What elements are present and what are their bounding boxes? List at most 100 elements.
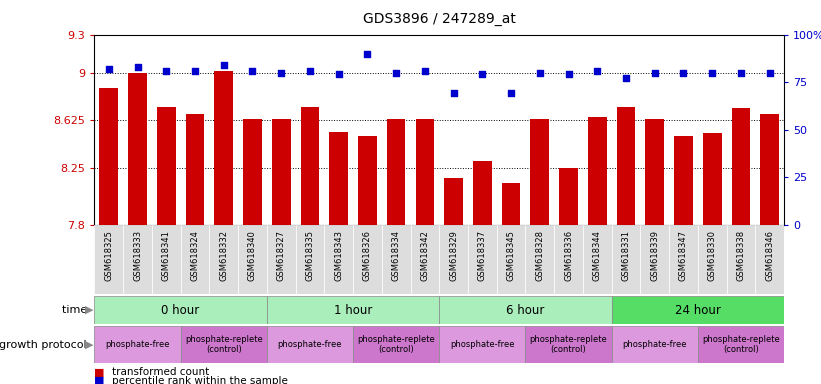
Bar	[99, 88, 118, 225]
Point	[390, 70, 403, 76]
Text: GSM618333: GSM618333	[133, 230, 142, 281]
Text: GSM618324: GSM618324	[190, 230, 200, 281]
Text: phosphate-replete
(control): phosphate-replete (control)	[702, 335, 780, 354]
Bar	[181, 225, 209, 294]
Point	[333, 71, 346, 78]
Bar	[353, 225, 382, 294]
Point	[274, 70, 288, 76]
Text: GSM618332: GSM618332	[219, 230, 228, 281]
Bar	[583, 225, 612, 294]
Bar	[94, 326, 181, 363]
Bar	[502, 183, 521, 225]
Bar	[732, 108, 750, 225]
Text: ■: ■	[94, 376, 108, 384]
Text: phosphate-free: phosphate-free	[277, 340, 342, 349]
Bar	[267, 326, 353, 363]
Text: GSM618343: GSM618343	[334, 230, 343, 281]
Bar	[382, 225, 410, 294]
Point	[620, 75, 633, 81]
Bar	[267, 225, 296, 294]
Text: percentile rank within the sample: percentile rank within the sample	[112, 376, 288, 384]
Text: GDS3896 / 247289_at: GDS3896 / 247289_at	[363, 12, 516, 25]
Bar	[669, 225, 698, 294]
Text: phosphate-replete
(control): phosphate-replete (control)	[530, 335, 608, 354]
Text: GSM618342: GSM618342	[420, 230, 429, 281]
Bar	[727, 225, 755, 294]
Bar	[755, 225, 784, 294]
Bar	[300, 107, 319, 225]
Text: GSM618329: GSM618329	[449, 230, 458, 281]
Bar	[439, 225, 468, 294]
Point	[591, 68, 604, 74]
Bar	[238, 225, 267, 294]
Bar	[243, 119, 262, 225]
Text: GSM618341: GSM618341	[162, 230, 171, 281]
Point	[419, 68, 432, 74]
Bar	[296, 225, 324, 294]
Text: phosphate-free: phosphate-free	[450, 340, 515, 349]
Point	[476, 71, 489, 78]
Text: GSM618340: GSM618340	[248, 230, 257, 281]
Text: phosphate-free: phosphate-free	[622, 340, 687, 349]
Point	[504, 90, 518, 96]
Point	[649, 70, 662, 76]
Point	[735, 70, 748, 76]
Bar	[128, 73, 147, 225]
Bar	[324, 225, 353, 294]
Point	[706, 70, 719, 76]
Text: GSM618327: GSM618327	[277, 230, 286, 281]
Bar	[525, 326, 612, 363]
Point	[131, 64, 144, 70]
Text: transformed count: transformed count	[112, 367, 209, 377]
Bar	[358, 136, 377, 225]
Point	[304, 68, 317, 74]
Bar	[559, 168, 578, 225]
Point	[218, 62, 231, 68]
Bar	[612, 225, 640, 294]
Bar	[410, 225, 439, 294]
Bar	[181, 326, 267, 363]
Text: GSM618339: GSM618339	[650, 230, 659, 281]
Bar	[698, 225, 727, 294]
Text: GSM618335: GSM618335	[305, 230, 314, 281]
Point	[160, 68, 173, 74]
Text: GSM618326: GSM618326	[363, 230, 372, 281]
Point	[562, 71, 576, 78]
Text: GSM618334: GSM618334	[392, 230, 401, 281]
Text: 1 hour: 1 hour	[334, 304, 372, 316]
Bar	[468, 225, 497, 294]
Text: phosphate-free: phosphate-free	[105, 340, 170, 349]
Bar	[617, 107, 635, 225]
Point	[447, 90, 461, 96]
Text: 0 hour: 0 hour	[162, 304, 200, 316]
Text: ■: ■	[94, 367, 108, 377]
Text: ▶: ▶	[85, 339, 94, 350]
Bar	[698, 326, 784, 363]
Bar	[760, 114, 779, 225]
Point	[534, 70, 547, 76]
Bar	[703, 133, 722, 225]
Text: GSM618325: GSM618325	[104, 230, 113, 281]
Bar	[554, 225, 583, 294]
Bar	[588, 117, 607, 225]
Bar	[186, 114, 204, 225]
Point	[764, 70, 777, 76]
Bar	[415, 119, 434, 225]
Bar	[94, 225, 123, 294]
Text: GSM618344: GSM618344	[593, 230, 602, 281]
Bar	[123, 225, 152, 294]
Bar	[439, 296, 612, 324]
Bar	[272, 119, 291, 225]
Text: time: time	[62, 305, 90, 315]
Bar	[444, 178, 463, 225]
Bar	[645, 119, 664, 225]
Bar	[353, 326, 439, 363]
Text: ▶: ▶	[85, 305, 94, 315]
Bar	[329, 132, 348, 225]
Bar	[267, 296, 439, 324]
Text: 24 hour: 24 hour	[675, 304, 721, 316]
Text: GSM618328: GSM618328	[535, 230, 544, 281]
Bar	[152, 225, 181, 294]
Point	[246, 68, 259, 74]
Bar	[612, 326, 698, 363]
